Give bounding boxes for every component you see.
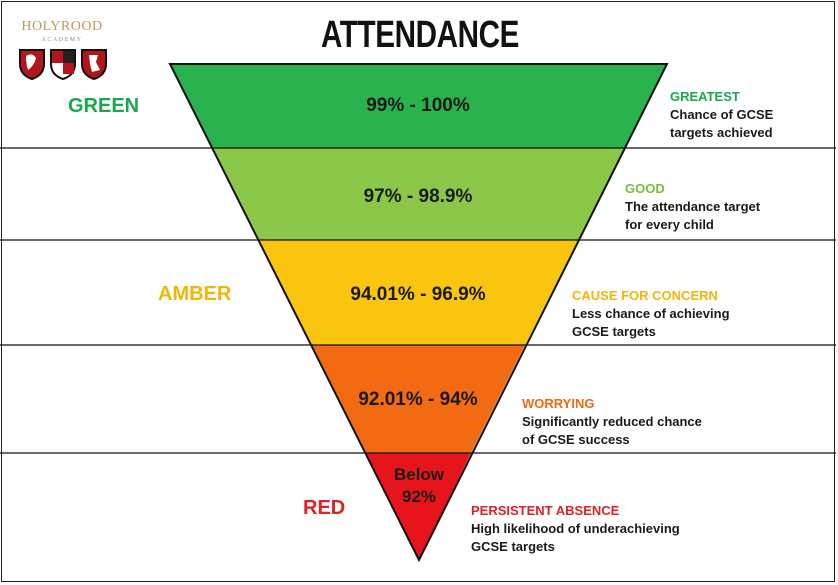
band-text: targets achieved: [670, 125, 773, 140]
shield-icon: [50, 49, 76, 80]
band-heading: PERSISTENT ABSENCE: [471, 503, 620, 518]
band-heading: CAUSE FOR CONCERN: [572, 288, 718, 303]
zone-label-green: GREEN: [68, 95, 140, 117]
band-green: [170, 64, 667, 148]
band-text: Significantly reduced chance: [522, 414, 702, 429]
zone-label-amber: AMBER: [158, 283, 232, 305]
band-text: GCSE targets: [572, 324, 656, 339]
band-heading: GOOD: [625, 181, 665, 196]
range-label-line: Below: [393, 465, 445, 484]
shield-icon: [19, 49, 45, 80]
band-amber: [259, 240, 578, 345]
band-description: WORRYING Significantly reduced chance of…: [522, 395, 702, 449]
range-label: 97% - 98.9%: [363, 186, 473, 207]
band-text: for every child: [625, 217, 714, 232]
band-text: High likelihood of underachieving: [471, 521, 680, 536]
zone-label-red: RED: [303, 497, 346, 519]
shield-icon: [81, 49, 107, 80]
band-text: GCSE targets: [471, 539, 555, 554]
range-label-red: Below 92%: [369, 464, 469, 508]
band-light-green: [212, 148, 625, 240]
range-label: 92.01% - 94%: [358, 389, 478, 410]
band-red: [366, 453, 471, 560]
band-description: GOOD The attendance target for every chi…: [625, 180, 760, 234]
band-description: CAUSE FOR CONCERN Less chance of achievi…: [572, 287, 730, 341]
band-description: PERSISTENT ABSENCE High likelihood of un…: [471, 502, 680, 556]
range-label-line: 92%: [401, 487, 437, 506]
band-heading: WORRYING: [522, 396, 595, 411]
band-text: of GCSE success: [522, 432, 630, 447]
band-text: Chance of GCSE: [670, 107, 774, 122]
shield-icons: [19, 49, 107, 80]
band-heading: GREATEST: [670, 89, 740, 104]
academy-logo: HOLYROOD ACADEMY: [16, 16, 108, 82]
band-text: Less chance of achieving: [572, 306, 730, 321]
logo-name: HOLYROOD: [21, 19, 103, 34]
band-description: GREATEST Chance of GCSE targets achieved: [670, 88, 773, 142]
range-label: 94.01% - 96.9%: [350, 284, 486, 305]
triangle-outline: [168, 63, 669, 563]
band-orange: [312, 345, 525, 453]
logo-subtitle: ACADEMY: [41, 37, 83, 43]
range-label: 99% - 100%: [366, 95, 470, 116]
band-text: The attendance target: [625, 199, 761, 214]
